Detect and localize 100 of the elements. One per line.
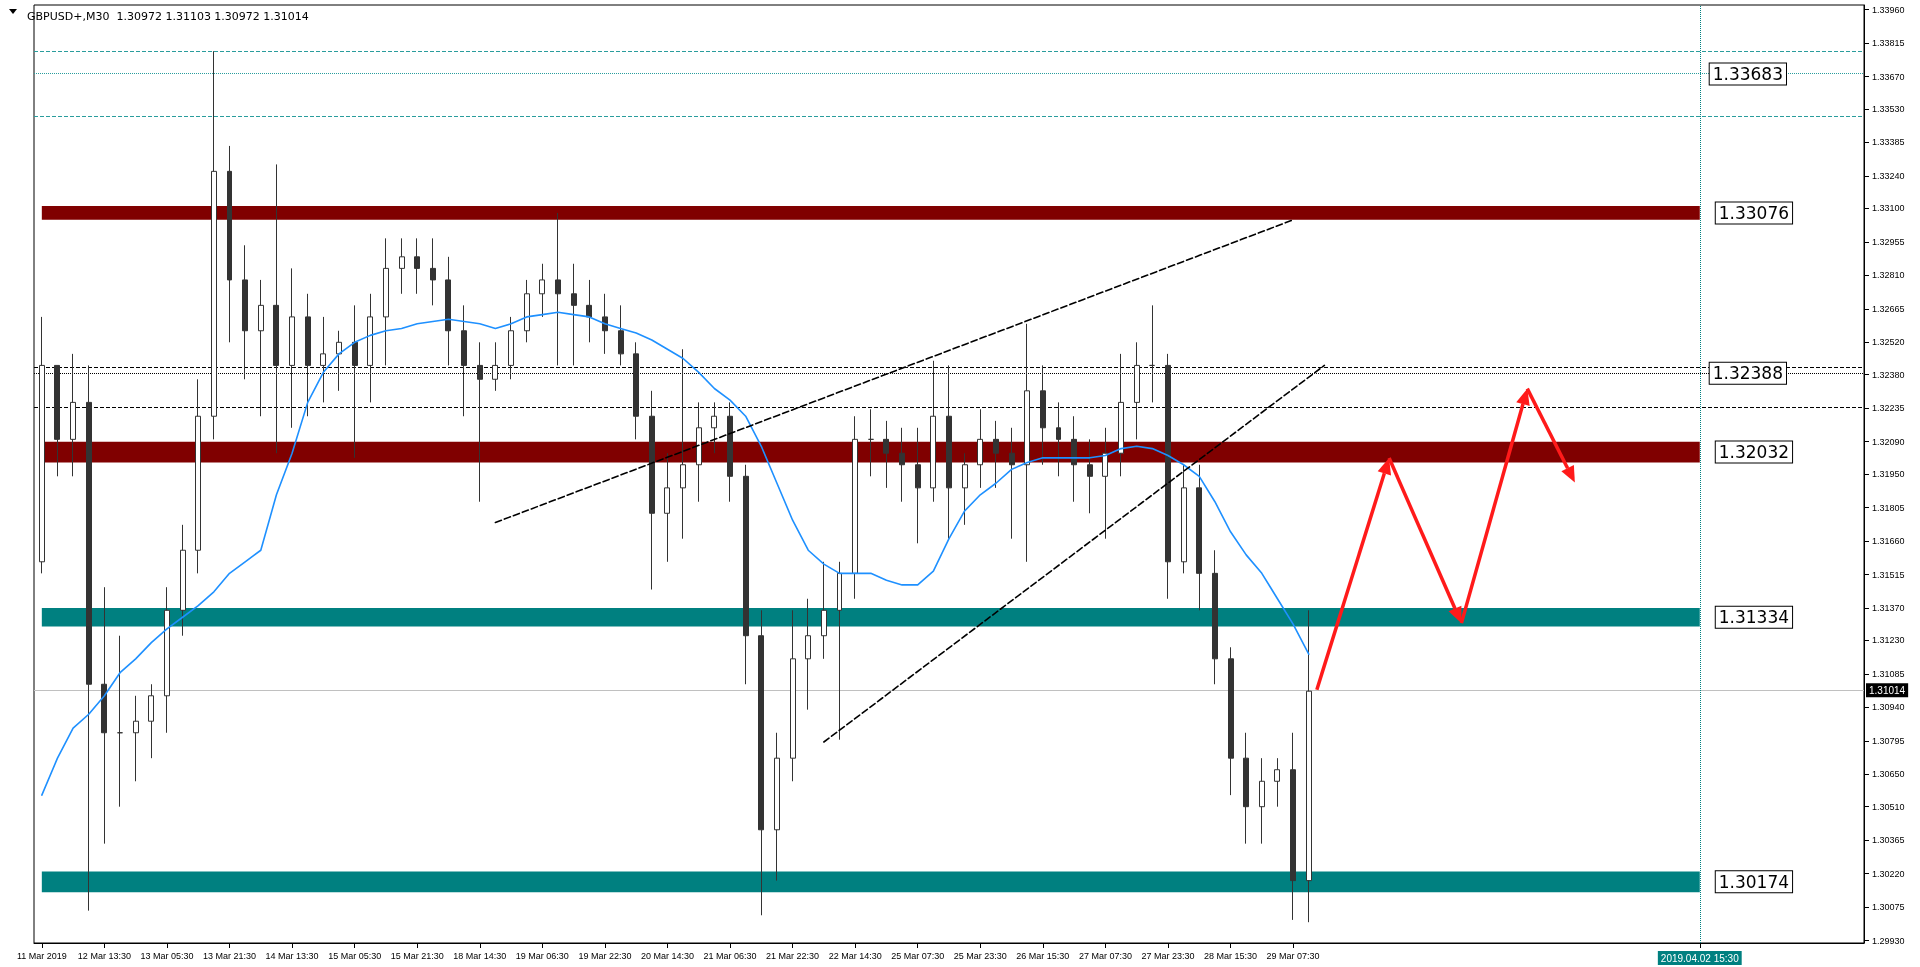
- x-tick-label: 19 Mar 22:30: [578, 950, 632, 961]
- x-tick-label: 28 Mar 15:30: [1204, 950, 1258, 961]
- x-tick-label: 25 Mar 07:30: [891, 950, 945, 961]
- candlestick: [320, 316, 326, 403]
- y-tick-label: 1.31370: [1872, 603, 1905, 613]
- candlestick: [915, 427, 921, 544]
- text: GBPUSD+,M30 1.30972 1.31103 1.30972 1.31014: [27, 10, 309, 23]
- x-tick-label: 13 Mar 21:30: [202, 950, 257, 961]
- x-tick-label: 11 Mar 2019: [16, 950, 67, 961]
- candlestick: [399, 237, 405, 295]
- candlestick: [1024, 323, 1030, 563]
- candlestick: [211, 50, 217, 440]
- band-label: 1.33076: [1718, 202, 1790, 223]
- x-tick-label: 2019.04.02 15:30: [1660, 952, 1740, 964]
- candlestick: [993, 420, 999, 489]
- candlestick: [101, 586, 107, 845]
- x-tick-label: 14 Mar 13:30: [265, 950, 319, 961]
- candlestick: [790, 609, 796, 782]
- candlestick: [258, 279, 264, 417]
- candlestick: [602, 293, 608, 355]
- candlestick: [664, 452, 670, 563]
- candlestick: [1165, 353, 1171, 600]
- candlestick: [711, 401, 717, 454]
- candlestick: [555, 212, 561, 366]
- ref-line-label: 1.33683: [1712, 64, 1783, 85]
- candlestick: [195, 378, 201, 574]
- y-tick-label: 1.33670: [1872, 71, 1905, 82]
- x-tick-label: 22 Mar 14:30: [828, 950, 882, 961]
- candlestick: [1149, 304, 1155, 403]
- y-tick-label: 1.33530: [1872, 103, 1905, 114]
- x-tick-label: 26 Mar 15:30: [1016, 950, 1070, 961]
- y-tick-label: 1.32520: [1872, 337, 1905, 348]
- x-tick-label: 29 Mar 07:30: [1266, 950, 1320, 961]
- candlestick: [571, 263, 577, 366]
- candlestick: [962, 452, 968, 526]
- candlestick: [1228, 646, 1234, 796]
- candlestick: [977, 408, 983, 489]
- candlestick: [227, 145, 232, 343]
- x-tick-label: 25 Mar 23:30: [953, 950, 1007, 961]
- y-tick-label: 1.32955: [1872, 236, 1905, 247]
- y-tick-label: 1.33240: [1872, 170, 1905, 181]
- band-label: 1.31334: [1718, 607, 1790, 628]
- candlestick: [868, 408, 874, 477]
- candlestick: [758, 609, 764, 916]
- candlestick: [1274, 757, 1280, 808]
- candlestick: [1071, 415, 1077, 503]
- candlestick: [852, 415, 858, 600]
- candlestick: [1306, 609, 1312, 923]
- candlestick: [39, 316, 45, 574]
- candlestick: [743, 464, 749, 685]
- x-tick-label: 21 Mar 22:30: [766, 950, 820, 961]
- candlestick: [1009, 427, 1015, 540]
- y-tick-label: 1.33385: [1872, 137, 1905, 148]
- ref-line-label: 1.31014: [1869, 684, 1906, 696]
- candlestick: [946, 364, 952, 540]
- x-tick-label: 20 Mar 14:30: [640, 950, 694, 961]
- y-tick-label: 1.33100: [1872, 203, 1905, 214]
- candlestick: [1102, 427, 1108, 540]
- candlestick: [1243, 732, 1249, 845]
- candlestick: [164, 586, 170, 734]
- y-tick-label: 1.30075: [1872, 902, 1905, 913]
- x-tick-label: 21 Mar 06:30: [703, 950, 757, 961]
- candlestick: [414, 237, 420, 295]
- y-tick-label: 1.31805: [1872, 502, 1905, 513]
- candlestick: [805, 598, 811, 711]
- y-tick-label: 1.30650: [1872, 769, 1905, 780]
- candlestick: [352, 304, 358, 459]
- y-tick-label: 1.31085: [1872, 668, 1905, 679]
- y-tick-label: 1.30220: [1872, 868, 1905, 879]
- y-tick-label: 1.33815: [1872, 38, 1905, 49]
- y-tick-label: 1.32235: [1872, 403, 1905, 414]
- candlestick: [477, 341, 483, 503]
- candlestick: [1056, 401, 1061, 477]
- candlestick: [524, 279, 530, 343]
- candlestick: [117, 635, 123, 808]
- candlestick: [289, 267, 295, 429]
- candlestick: [242, 244, 248, 380]
- x-tick-label: 27 Mar 23:30: [1141, 950, 1195, 961]
- candlestick: [1290, 732, 1296, 921]
- candlestick: [148, 683, 154, 759]
- candlestick: [883, 420, 889, 489]
- y-tick-label: 1.30795: [1872, 735, 1905, 746]
- y-tick-label: 1.29930: [1872, 935, 1905, 946]
- candlestick: [930, 360, 936, 503]
- y-tick-label: 1.32380: [1872, 369, 1905, 380]
- y-tick-label: 1.31515: [1872, 569, 1905, 580]
- candlestick: [680, 348, 686, 540]
- candlestick: [837, 561, 842, 741]
- candlestick: [633, 341, 639, 440]
- candlestick: [1259, 757, 1265, 845]
- candlestick: [1181, 464, 1187, 574]
- candlestick: [1134, 341, 1140, 440]
- candlestick: [774, 732, 780, 882]
- x-tick-label: 15 Mar 05:30: [328, 950, 382, 961]
- candlestick: [618, 304, 624, 366]
- line-series: [41, 311, 1310, 796]
- candlestick: [508, 316, 514, 380]
- candlestick: [180, 524, 186, 637]
- candlestick: [383, 237, 389, 366]
- y-tick-label: 1.33960: [1872, 4, 1905, 15]
